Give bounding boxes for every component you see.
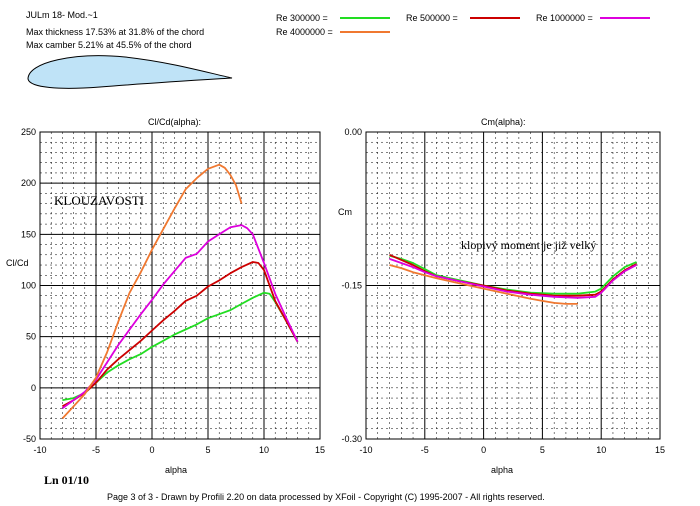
clcd-series-re-4000000 xyxy=(61,163,243,420)
x-tick-label: -10 xyxy=(359,445,372,455)
x-tick-label: 5 xyxy=(540,445,545,455)
x-tick-label: 5 xyxy=(205,445,210,455)
legend-label-re4000000: Re 4000000 = xyxy=(276,27,333,37)
x-tick-label: 15 xyxy=(315,445,325,455)
airfoil-shape xyxy=(27,55,233,89)
x-tick-label: 10 xyxy=(259,445,269,455)
y-tick-label: 250 xyxy=(21,127,36,137)
max-camber-text: Max camber 5.21% at 45.5% of the chord xyxy=(26,40,192,50)
legend-label-re300000: Re 300000 = xyxy=(276,13,328,23)
y-tick-label: -0.15 xyxy=(341,281,362,291)
legend-label-re500000: Re 500000 = xyxy=(406,13,458,23)
y-tick-label: -0.30 xyxy=(341,434,362,444)
x-tick-label: 0 xyxy=(481,445,486,455)
y-tick-label: 100 xyxy=(21,281,36,291)
cm-chart-title: Cm(alpha): xyxy=(481,117,526,127)
cm-x-axis-label: alpha xyxy=(491,465,514,475)
cl-cd-x-axis-label: alpha xyxy=(165,465,188,475)
clcd-series-re-1000000 xyxy=(61,224,299,410)
y-tick-label: 200 xyxy=(21,178,36,188)
cm-series-re-300000 xyxy=(389,254,637,295)
cm-plot-frame xyxy=(365,131,661,440)
footer-credits: Page 3 of 3 - Drawn by Profili 2.20 on d… xyxy=(107,492,545,502)
ln-label: Ln 01/10 xyxy=(44,473,90,487)
x-tick-label: 0 xyxy=(149,445,154,455)
max-thickness-text: Max thickness 17.53% at 31.8% of the cho… xyxy=(26,27,205,37)
y-tick-label: 50 xyxy=(26,332,36,342)
y-tick-label: 0 xyxy=(31,383,36,393)
x-tick-label: -5 xyxy=(92,445,100,455)
clcd-series-re-300000 xyxy=(62,291,299,401)
cm-series-re-1000000 xyxy=(389,258,637,299)
x-tick-label: 10 xyxy=(596,445,606,455)
x-tick-label: -5 xyxy=(421,445,429,455)
cl-cd-chart-title: Cl/Cd(alpha): xyxy=(148,117,202,127)
x-tick-label: 15 xyxy=(655,445,665,455)
legend-label-re1000000: Re 1000000 = xyxy=(536,13,593,23)
y-tick-label: 0.00 xyxy=(344,127,362,137)
clcd-series-re-500000 xyxy=(61,261,299,408)
cm-annotation: klopivý moment je již velký xyxy=(461,238,597,252)
x-tick-label: -10 xyxy=(33,445,46,455)
airfoil-name: JULm 18- Mod.~1 xyxy=(26,10,98,20)
cl-cd-y-axis-label: Cl/Cd xyxy=(6,258,29,268)
cm-y-axis-label: Cm xyxy=(338,207,352,217)
y-tick-label: 150 xyxy=(21,229,36,239)
cm-chart: -10 -5 0 5 10 15 0.00 -0.15 -0.30 xyxy=(341,127,665,455)
klouzavosti-annotation: KLOUZAVOSTI xyxy=(54,193,145,208)
clcd-plot-frame xyxy=(39,131,321,440)
y-tick-label: -50 xyxy=(23,434,36,444)
cm-series-re-4000000 xyxy=(389,264,578,305)
